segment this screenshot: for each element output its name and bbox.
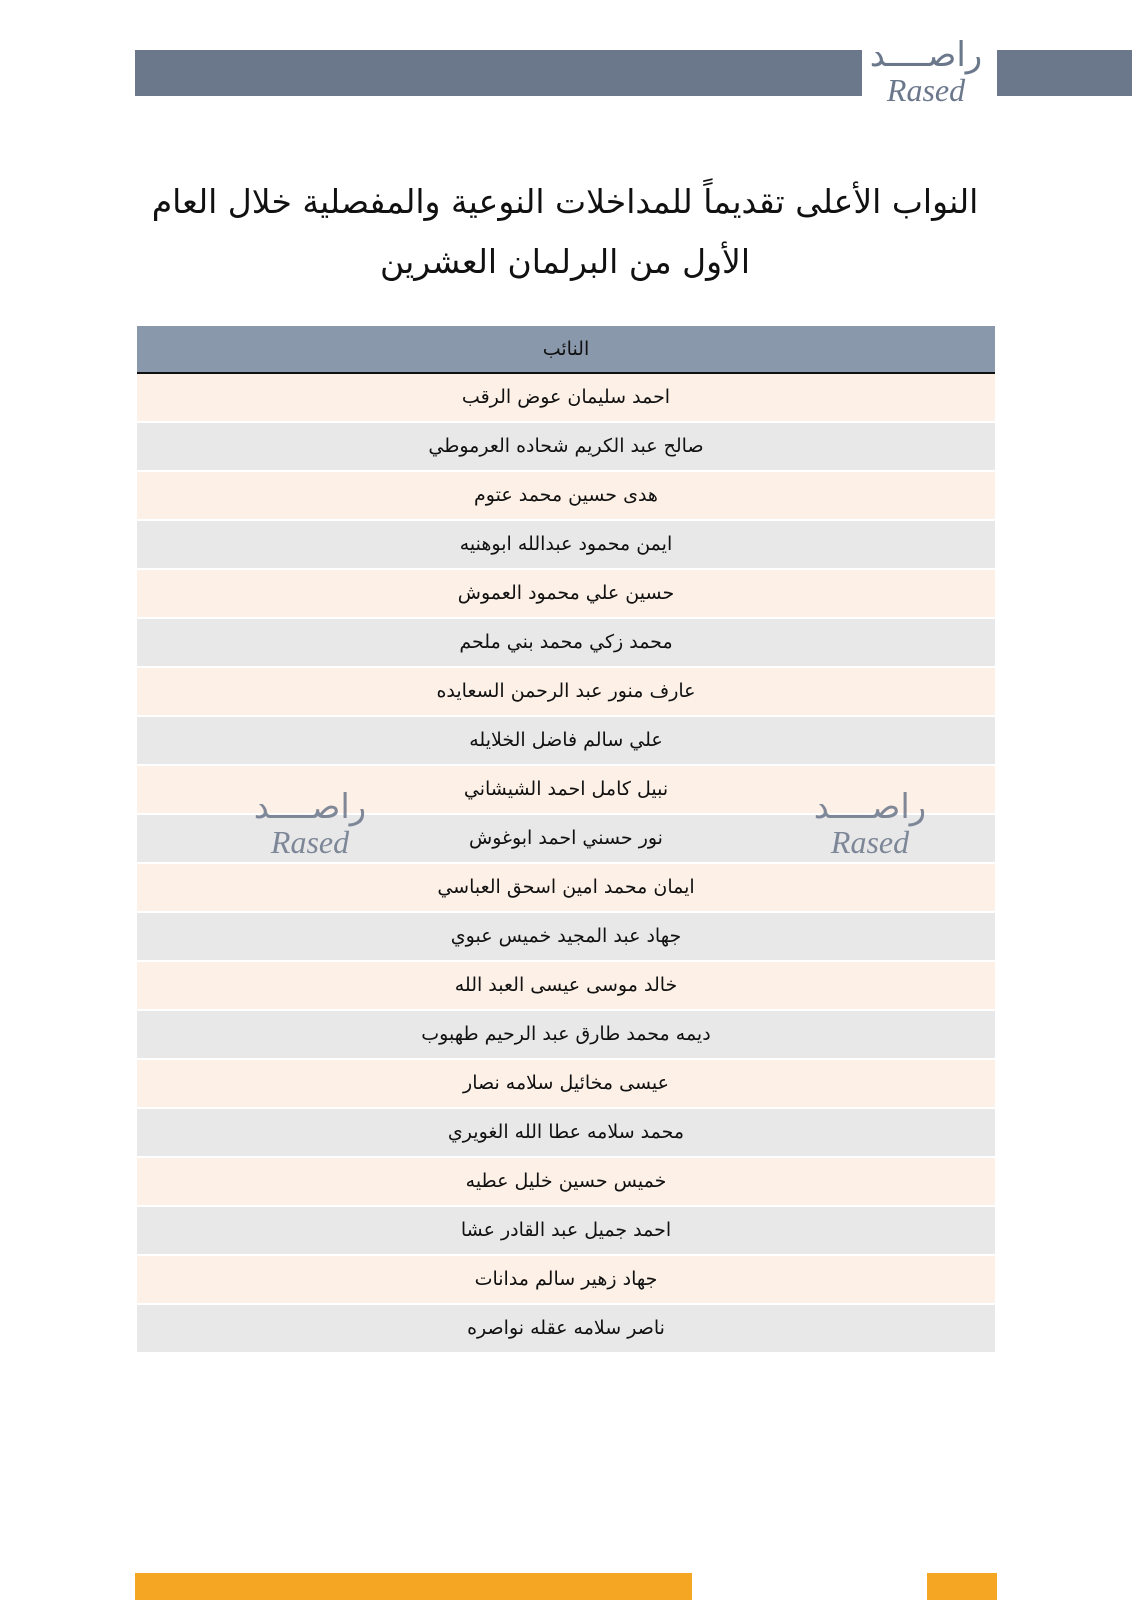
table-header: النائب [137, 326, 995, 374]
title: النواب الأعلى تقديماً للمداخلات النوعية … [151, 182, 979, 281]
table-row: خالد موسى عيسى العبد الله [137, 962, 995, 1009]
table-row: حسين علي محمود العموش [137, 570, 995, 617]
table-row: هدى حسين محمد عتوم [137, 472, 995, 519]
table-row: ايمن محمود عبدالله ابوهنيه [137, 521, 995, 568]
table-row: احمد جميل عبد القادر عشا [137, 1207, 995, 1254]
footer-bar [927, 1573, 997, 1600]
watermark: راصــــد Rased [810, 790, 930, 858]
logo-arabic: راصــــد [253, 787, 367, 827]
table-row: صالح عبد الكريم شحاده العرموطي [137, 423, 995, 470]
table-row: نبيل كامل احمد الشيشاني [137, 766, 995, 813]
table-row: محمد زكي محمد بني ملحم [137, 619, 995, 666]
watermark: راصــــد Rased [250, 790, 370, 858]
logo-latin: Rased [830, 824, 910, 860]
table-row: علي سالم فاضل الخلايله [137, 717, 995, 764]
table-row: محمد سلامه عطا الله الغويري [137, 1109, 995, 1156]
logo-latin: Rased [886, 72, 966, 108]
table-row: ايمان محمد امين اسحق العباسي [137, 864, 995, 911]
logo-arabic: راصــــد [869, 35, 983, 75]
table-row: جهاد زهير سالم مدانات [137, 1256, 995, 1303]
logo-latin: Rased [270, 824, 350, 860]
table: النائب احمد سليمان عوض الرقب صالح عبد الك… [137, 326, 995, 1354]
logo: راصــــد Rased [866, 38, 986, 106]
table-row: عارف منور عبد الرحمن السعايده [137, 668, 995, 715]
table-row: عيسى مخائيل سلامه نصار [137, 1060, 995, 1107]
table-row: جهاد عبد المجيد خميس عبوي [137, 913, 995, 960]
table-body: احمد سليمان عوض الرقب صالح عبد الكريم شحا… [137, 374, 995, 1352]
header-bar [135, 50, 862, 96]
header-bar [997, 50, 1132, 96]
logo-arabic: راصــــد [813, 787, 927, 827]
footer-bar [135, 1573, 692, 1600]
table-row: احمد سليمان عوض الرقب [137, 374, 995, 421]
table-row: ناصر سلامه عقله نواصره [137, 1305, 995, 1352]
table-row: خميس حسين خليل عطيه [137, 1158, 995, 1205]
table-row: ديمه محمد طارق عبد الرحيم طهبوب [137, 1011, 995, 1058]
table-row: نور حسني احمد ابوغوش [137, 815, 995, 862]
